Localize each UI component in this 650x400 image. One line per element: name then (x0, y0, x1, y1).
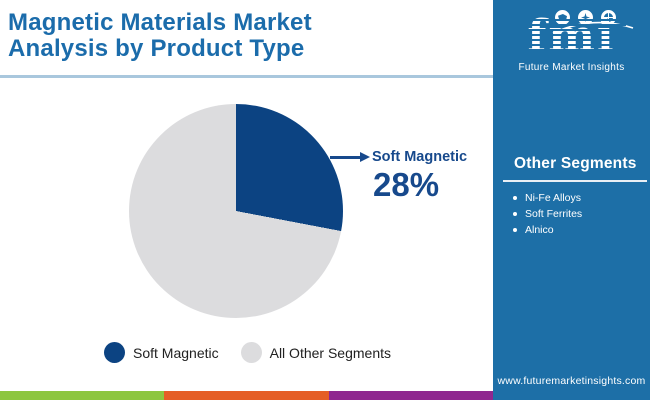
sidebar: fmi Future Market Insights Other Segment… (493, 0, 650, 400)
page-title: Magnetic Materials Market Analysis by Pr… (8, 10, 312, 62)
list-item: Ni-Fe Alloys (513, 190, 650, 206)
title-divider (0, 75, 493, 78)
other-segments-section: Other Segments Ni-Fe Alloys Soft Ferrite… (493, 155, 650, 238)
fmi-logo: fmi Future Market Insights (493, 6, 650, 80)
segments-list: Ni-Fe Alloys Soft Ferrites Alnico (493, 190, 650, 238)
segment-label: Soft Ferrites (525, 208, 583, 220)
footer-stripes (0, 391, 493, 400)
callout-arrowhead-icon (360, 151, 370, 162)
legend-item-soft-magnetic: Soft Magnetic (104, 342, 219, 363)
logo-wordmark: fmi (527, 11, 616, 62)
website-url: www.futuremarketinsights.com (497, 375, 646, 387)
legend-label: All Other Segments (269, 344, 391, 361)
chart-panel: Magnetic Materials Market Analysis by Pr… (0, 9, 493, 400)
page-title-line1: Magnetic Materials Market (8, 9, 312, 36)
callout-value: 28% (373, 166, 440, 203)
legend-dot-blue (104, 342, 125, 363)
callout-label: Soft Magnetic (372, 149, 468, 165)
stripe-green (0, 391, 165, 400)
segment-label: Ni-Fe Alloys (525, 192, 582, 204)
page-title-line2: Analysis by Product Type (8, 35, 305, 62)
bullet-icon (513, 228, 517, 232)
segments-divider (503, 180, 647, 182)
list-item: Soft Ferrites (513, 206, 650, 222)
legend-dot-gray (240, 342, 262, 363)
logo-tagline: Future Market Insights (518, 62, 625, 73)
list-item: Alnico (513, 222, 650, 238)
bullet-icon (513, 196, 517, 200)
segment-label: Alnico (525, 224, 554, 236)
legend-item-all-other: All Other Segments (240, 342, 391, 363)
pie-chart (129, 104, 343, 318)
other-segments-heading: Other Segments (514, 155, 637, 172)
chart-legend: Soft Magnetic All Other Segments (104, 342, 391, 363)
legend-label: Soft Magnetic (133, 344, 219, 361)
bullet-icon (513, 212, 517, 216)
stripe-orange (164, 391, 329, 400)
stripe-purple (328, 391, 493, 400)
callout-arrow-line (330, 156, 361, 159)
